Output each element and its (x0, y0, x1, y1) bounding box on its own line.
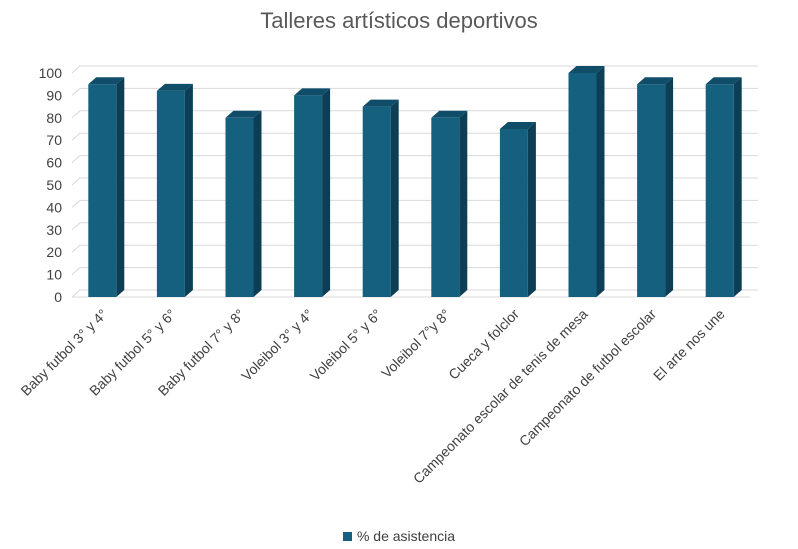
bar-front (225, 117, 254, 297)
bar-side (116, 77, 125, 297)
bar (499, 122, 536, 297)
bar-front (705, 84, 734, 297)
y-tick-label: 70 (46, 132, 62, 148)
bar (637, 77, 674, 297)
bar-top (294, 88, 331, 96)
bar (156, 83, 193, 297)
bar-top (705, 77, 742, 85)
bar-top (225, 110, 262, 118)
y-tick-label: 0 (54, 289, 62, 305)
bar-top (88, 77, 125, 85)
bar-front (499, 129, 528, 297)
bar (225, 110, 262, 297)
y-tick-label: 50 (46, 177, 62, 193)
x-tick-label: El arte nos une (650, 306, 728, 384)
grid-lines (71, 65, 758, 298)
bars (88, 66, 742, 298)
bar (88, 77, 125, 297)
chart-title: Talleres artísticos deportivos (260, 8, 538, 33)
y-tick-label: 10 (46, 267, 62, 283)
bar (294, 88, 331, 298)
grid-line (71, 110, 758, 119)
bar-side (665, 77, 674, 297)
grid-line (71, 87, 758, 96)
bar-side (596, 66, 605, 297)
bar-front (431, 117, 460, 297)
bar-top (362, 99, 399, 107)
x-tick-label: Cueca y folclor (445, 306, 522, 383)
bar-front (88, 84, 117, 297)
legend-swatch (342, 531, 352, 541)
bar-front (156, 90, 185, 297)
bar-top (156, 83, 193, 91)
y-tick-label: 60 (46, 155, 62, 171)
bar-side (733, 77, 742, 297)
y-tick-label: 40 (46, 199, 62, 215)
x-tick-label: Voleibol 5° y 6° (307, 306, 385, 384)
bar-side (184, 83, 193, 297)
bar-front (294, 95, 323, 298)
bar-top (431, 110, 468, 118)
bar-side (253, 110, 262, 297)
y-tick-label: 30 (46, 222, 62, 238)
bar (568, 66, 605, 297)
bar-side (390, 99, 399, 297)
y-axis-ticks: 0 10 20 30 40 50 60 70 80 90 100 (39, 65, 63, 305)
bar-front (637, 84, 666, 297)
bar (705, 77, 742, 297)
legend-label: % de asistencia (356, 528, 456, 544)
bar-front (568, 73, 597, 297)
bar-side (459, 110, 468, 297)
bar (362, 99, 399, 297)
y-tick-label: 100 (39, 65, 63, 81)
bar-front (362, 106, 391, 297)
y-tick-label: 90 (46, 87, 62, 103)
x-tick-label: Voleibol 3° y 4° (238, 306, 316, 384)
x-tick-label: Campeonato de futbol escolar (516, 306, 660, 450)
bar (431, 110, 468, 297)
x-axis-ticks: Baby futbol 3° y 4°Baby futbol 5° y 6°Ba… (17, 306, 728, 487)
y-tick-label: 20 (46, 244, 62, 260)
legend: % de asistencia (0, 528, 798, 544)
bar-side (527, 122, 536, 297)
y-tick-label: 80 (46, 110, 62, 126)
bar-side (322, 88, 331, 298)
x-tick-label: Voleibol 7°y 8° (378, 306, 453, 381)
bar-top (499, 122, 536, 129)
bar-top (568, 66, 605, 73)
grid-line (71, 65, 758, 74)
bar-top (637, 77, 674, 85)
